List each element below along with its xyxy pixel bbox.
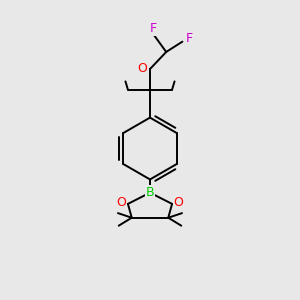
- Text: B: B: [146, 186, 154, 199]
- Text: F: F: [150, 22, 157, 35]
- Text: F: F: [186, 32, 193, 45]
- Text: O: O: [174, 196, 184, 209]
- Text: O: O: [116, 196, 126, 209]
- Text: O: O: [138, 62, 148, 75]
